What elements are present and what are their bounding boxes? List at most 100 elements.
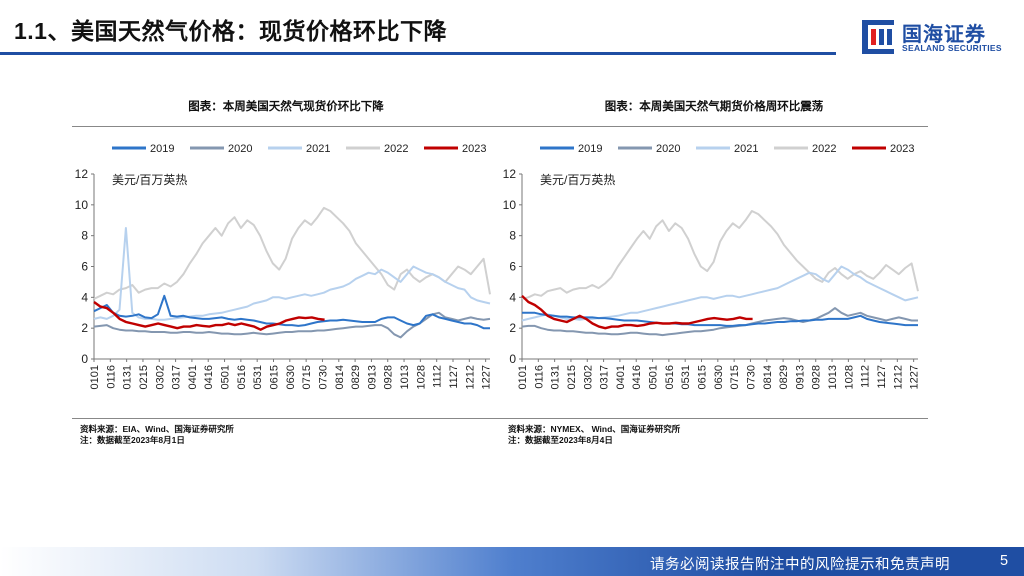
x-tick-label: 0401 xyxy=(615,365,627,389)
y-tick-label: 6 xyxy=(81,260,88,274)
left-bottom-rule xyxy=(72,418,500,419)
y-tick-label: 4 xyxy=(81,290,88,304)
x-tick-label: 0131 xyxy=(550,365,562,389)
x-tick-label: 0615 xyxy=(697,365,709,389)
left-chart-panel: 图表：本周美国天然气现货价环比下降 2019 2020 2021 2022 2023 美元… xyxy=(72,92,500,452)
x-tick-label: 0416 xyxy=(203,365,215,389)
x-tick-label: 0829 xyxy=(778,365,790,389)
x-tick-label: 0401 xyxy=(187,365,199,389)
legend-label-2023: 2023 xyxy=(462,143,486,155)
x-tick-label: 0501 xyxy=(220,365,232,389)
logo-text-cn: 国海证券 xyxy=(902,24,986,46)
legend-label-2022: 2022 xyxy=(812,143,836,155)
y-tick-label: 8 xyxy=(81,229,88,243)
left-spot-price-chart: 2019 2020 2021 2022 2023 美元/百万英热 0 2 4 6 8 10 12 0101… xyxy=(75,143,493,389)
right-date-note: 注：数据截至2023年8月4日 xyxy=(508,435,613,445)
y-tick-label: 12 xyxy=(503,167,517,181)
page-number: 5 xyxy=(1000,553,1009,569)
right-futures-price-chart: 2019 2020 2021 2022 2023 美元/百万英热 0 2 4 6 8 10 12 0101… xyxy=(503,143,921,389)
x-tick-label: 0928 xyxy=(383,365,395,389)
right-chart-panel: 图表：本周美国天然气期货价格周环比震荡 2019 2020 2021 2022 2023… xyxy=(500,92,928,452)
series-line-2021 xyxy=(93,227,491,321)
company-logo: 国海证券 SEALAND SECURITIES xyxy=(862,18,1012,58)
x-tick-label: 0715 xyxy=(301,365,313,389)
right-top-rule xyxy=(500,126,928,127)
y-tick-label: 2 xyxy=(81,321,88,335)
right-chart-title: 图表：本周美国天然气期货价格周环比震荡 xyxy=(604,101,824,113)
legend-label-2019: 2019 xyxy=(578,143,602,155)
x-tick-label: 0913 xyxy=(794,365,806,389)
legend-label-2022: 2022 xyxy=(384,143,408,155)
legend-item-2019: 2019 xyxy=(540,143,602,155)
x-tick-label: 0730 xyxy=(745,365,757,389)
x-tick-label: 0913 xyxy=(366,365,378,389)
series-line-2020 xyxy=(521,307,918,337)
x-tick-label: 0317 xyxy=(171,365,183,389)
x-tick-label: 0215 xyxy=(566,365,578,389)
x-tick-label: 0615 xyxy=(269,365,281,389)
y-tick-label: 10 xyxy=(503,198,517,212)
x-tick-label: 1212 xyxy=(464,365,476,389)
x-tick-label: 1013 xyxy=(399,365,411,389)
x-tick-label: 0131 xyxy=(122,365,134,389)
left-chart-title: 图表：本周美国天然气现货价环比下降 xyxy=(188,101,384,113)
x-tick-label: 0630 xyxy=(285,365,297,389)
x-tick-label: 1028 xyxy=(415,365,427,389)
series-line-2020 xyxy=(93,311,491,339)
series-line-2023 xyxy=(93,301,325,331)
footer-bar: 请务必阅读报告附注中的风险提示和免责声明 5 xyxy=(0,547,1024,576)
x-tick-label: 0829 xyxy=(350,365,362,389)
legend-item-2020: 2020 xyxy=(618,143,680,155)
x-tick-label: 0416 xyxy=(631,365,643,389)
legend-item-2019: 2019 xyxy=(112,143,174,155)
legend-label-2021: 2021 xyxy=(306,143,330,155)
x-tick-label: 0302 xyxy=(154,365,166,389)
x-tick-label: 0531 xyxy=(252,365,264,389)
legend-item-2022: 2022 xyxy=(774,143,836,155)
x-tick-label: 0101 xyxy=(89,365,101,389)
y-tick-label: 0 xyxy=(509,352,516,366)
x-tick-label: 0501 xyxy=(648,365,660,389)
x-tick-label: 0116 xyxy=(105,365,117,389)
x-tick-label: 1112 xyxy=(860,365,872,388)
legend-item-2023: 2023 xyxy=(852,143,914,155)
y-unit-label: 美元/百万英热 xyxy=(112,173,187,187)
series-line-2019 xyxy=(93,294,490,330)
y-unit-label: 美元/百万英热 xyxy=(540,173,615,187)
series-line-2022 xyxy=(93,206,491,300)
x-tick-label: 0928 xyxy=(811,365,823,389)
legend-item-2022: 2022 xyxy=(346,143,408,155)
legend-item-2021: 2021 xyxy=(696,143,758,155)
left-top-rule xyxy=(72,126,500,127)
x-tick-label: 0715 xyxy=(729,365,741,389)
legend-label-2021: 2021 xyxy=(734,143,758,155)
left-source-note: 资料来源：EIA、Wind、国海证券研究所 xyxy=(80,424,234,434)
x-tick-label: 1212 xyxy=(892,365,904,389)
y-tick-label: 0 xyxy=(81,352,88,366)
x-tick-label: 1227 xyxy=(481,365,493,389)
y-tick-label: 4 xyxy=(509,290,516,304)
x-tick-label: 0814 xyxy=(334,365,346,389)
series-line-2019 xyxy=(522,311,918,327)
y-tick-label: 6 xyxy=(509,260,516,274)
x-tick-label: 0101 xyxy=(517,365,529,389)
x-tick-label: 0814 xyxy=(762,365,774,389)
legend-item-2020: 2020 xyxy=(190,143,252,155)
x-tick-label: 0317 xyxy=(599,365,611,389)
x-tick-label: 0516 xyxy=(236,365,248,389)
y-tick-label: 2 xyxy=(509,321,516,335)
legend-label-2020: 2020 xyxy=(656,143,680,155)
x-tick-label: 1127 xyxy=(876,365,888,389)
y-tick-label: 12 xyxy=(75,167,89,181)
right-bottom-rule xyxy=(500,418,928,419)
x-tick-label: 0302 xyxy=(582,365,594,389)
y-tick-label: 10 xyxy=(75,198,89,212)
page-title: 1.1、美国天然气价格：现货价格环比下降 xyxy=(14,18,447,44)
footer-disclaimer: 请务必阅读报告附注中的风险提示和免责声明 xyxy=(650,557,950,573)
x-tick-label: 1227 xyxy=(909,365,921,389)
legend-label-2019: 2019 xyxy=(150,143,174,155)
legend-item-2023: 2023 xyxy=(424,143,486,155)
x-tick-label: 0730 xyxy=(317,365,329,389)
legend-label-2023: 2023 xyxy=(890,143,914,155)
legend-label-2020: 2020 xyxy=(228,143,252,155)
